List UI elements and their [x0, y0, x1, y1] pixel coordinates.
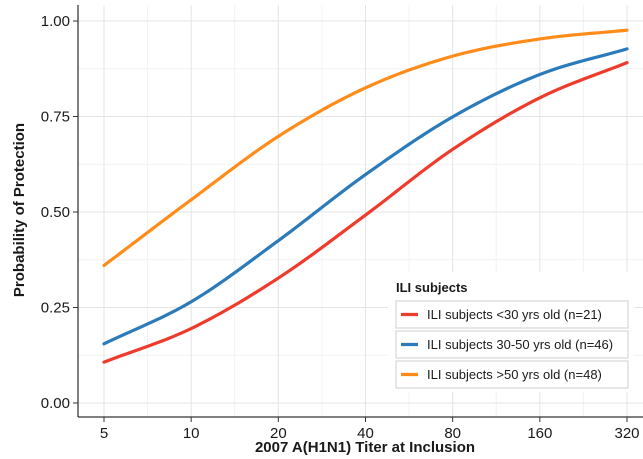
- y-axis-title: Probability of Protection: [11, 123, 28, 297]
- y-tick-label: 0.00: [41, 395, 70, 412]
- x-tick-label: 80: [444, 425, 461, 442]
- legend-key-box: [395, 360, 629, 389]
- y-tick-label: 0.50: [41, 204, 70, 221]
- tick-labels: 5 10 20 40 80 160 320 0.00 0.25 0.50 0.75 1.00: [41, 13, 640, 442]
- x-tick-label: 160: [527, 425, 552, 442]
- x-axis-title: 2007 A(H1N1) Titer at Inclusion: [255, 439, 475, 456]
- axes: [73, 5, 643, 422]
- legend-key-box: [395, 300, 629, 329]
- x-tick-label: 20: [270, 425, 287, 442]
- x-tick-label: 5: [100, 425, 108, 442]
- series-line-0: [102, 61, 629, 364]
- y-tick-label: 0.75: [41, 109, 70, 126]
- series-lines: [102, 28, 629, 364]
- x-tick-label: 10: [183, 425, 200, 442]
- legend-label: ILI subjects >50 yrs old (n=48): [427, 367, 602, 382]
- y-tick-label: 1.00: [41, 13, 70, 30]
- x-tick-label: 320: [614, 425, 639, 442]
- series-line-2: [102, 28, 629, 268]
- legend-items: ILI subjects <30 yrs old (n=21) ILI subje…: [395, 300, 629, 389]
- legend-label: ILI subjects <30 yrs old (n=21): [427, 307, 602, 322]
- legend-label: ILI subjects 30-50 yrs old (n=46): [427, 337, 613, 352]
- legend-key-box: [395, 330, 629, 359]
- x-tick-label: 40: [357, 425, 374, 442]
- legend: ILI subjects ILI subjects <30 yrs old (n…: [388, 272, 634, 392]
- series-line-1: [102, 47, 629, 346]
- y-tick-label: 0.25: [41, 300, 70, 317]
- legend-title: ILI subjects: [396, 280, 468, 295]
